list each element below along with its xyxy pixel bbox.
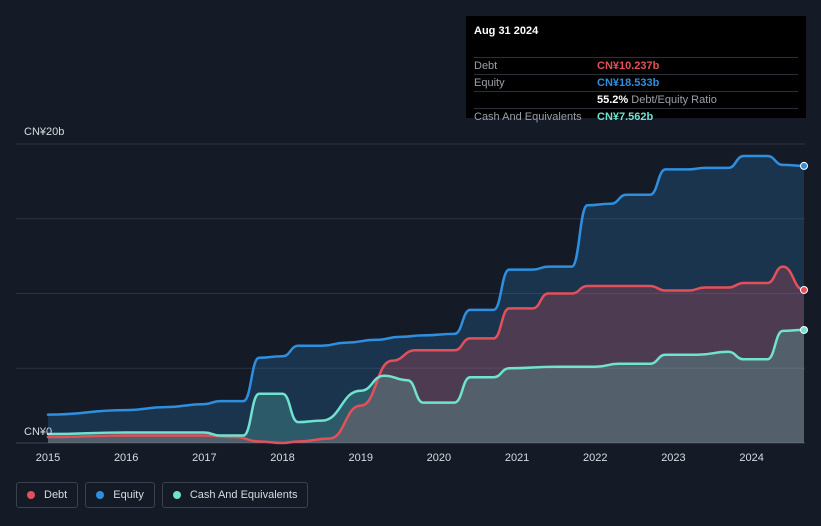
- x-tick-label: 2023: [661, 452, 685, 464]
- legend-item-equity[interactable]: Equity: [85, 482, 155, 508]
- tooltip-date: Aug 31 2024: [474, 25, 539, 37]
- tooltip-ratio-label: Debt/Equity Ratio: [631, 94, 717, 106]
- cash-and-equivalents-end-marker: [800, 325, 808, 334]
- x-axis: 2015 2016 2017 2018 2019 2020 2021 2022 2023 2024: [36, 452, 764, 464]
- equity-area: [48, 156, 804, 443]
- tooltip-value: CN¥18.533b: [597, 77, 660, 89]
- tooltip-row-debt: Debt CN¥10.237b: [474, 57, 798, 75]
- cash-and-equivalents-area: [48, 329, 804, 443]
- legend-label: Cash And Equivalents: [189, 489, 298, 501]
- tooltip-label: Equity: [474, 77, 505, 89]
- x-tick-label: 2019: [348, 452, 372, 464]
- debt-line: [46, 265, 806, 445]
- tooltip-label: Cash And Equivalents: [474, 111, 582, 123]
- series-areas: [48, 156, 804, 443]
- x-tick-label: 2020: [427, 452, 451, 464]
- tooltip-row-cash: Cash And Equivalents CN¥7.562b: [474, 108, 798, 126]
- debt-area: [48, 266, 804, 443]
- tooltip-value: CN¥7.562b: [597, 111, 654, 123]
- y-axis-bottom-label: CN¥0: [24, 426, 52, 438]
- tooltip-panel: Aug 31 2024 Debt CN¥10.237b Equity CN¥18…: [466, 16, 806, 123]
- legend-label: Debt: [44, 489, 68, 501]
- equity-dot-icon: [96, 491, 105, 499]
- y-axis-top-label: CN¥20b: [24, 126, 64, 138]
- cash-dot-icon: [172, 491, 181, 499]
- tooltip-label: Debt: [474, 60, 498, 72]
- x-tick-label: 2017: [192, 452, 216, 464]
- legend-label: Equity: [113, 489, 144, 501]
- equity-line: [46, 154, 806, 416]
- series-lines: [46, 154, 806, 445]
- x-tick-label: 2024: [739, 452, 763, 464]
- cash-and-equivalents-line: [46, 328, 806, 437]
- x-tick-label: 2018: [270, 452, 294, 464]
- end-markers: [800, 161, 808, 334]
- grid: [16, 143, 805, 444]
- x-tick-label: 2021: [505, 452, 529, 464]
- tooltip-value: 55.2%: [597, 94, 629, 106]
- tooltip-row-ratio: 55.2% Debt/Equity Ratio: [474, 91, 798, 109]
- equity-end-marker: [800, 161, 808, 170]
- legend: Debt Equity Cash And Equivalents: [16, 482, 315, 510]
- tooltip-row-equity: Equity CN¥18.533b: [474, 74, 798, 92]
- x-tick-label: 2015: [36, 452, 60, 464]
- debt-dot-icon: [27, 491, 35, 499]
- x-tick-label: 2016: [114, 452, 138, 464]
- debt-end-marker: [800, 285, 808, 294]
- legend-item-cash[interactable]: Cash And Equivalents: [161, 482, 309, 508]
- tooltip-value: CN¥10.237b: [597, 60, 660, 72]
- x-tick-label: 2022: [583, 452, 607, 464]
- tooltip-ratio: 55.2% Debt/Equity Ratio: [597, 94, 717, 106]
- legend-item-debt[interactable]: Debt: [16, 482, 79, 508]
